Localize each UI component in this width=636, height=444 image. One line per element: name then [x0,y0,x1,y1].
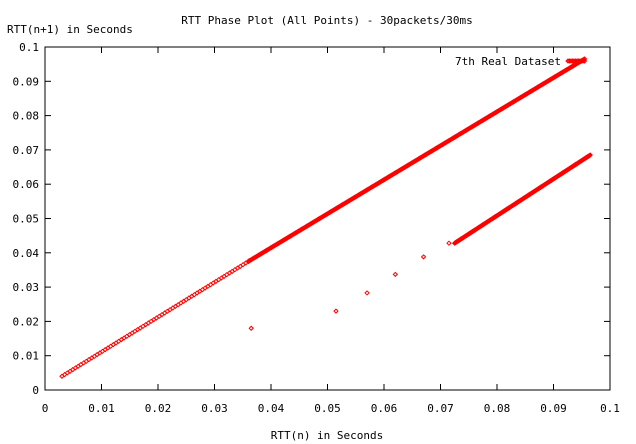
x-tick-label: 0.1 [600,402,620,415]
y-tick-label: 0.01 [13,350,40,363]
data-point [364,290,370,296]
x-tick-label: 0.08 [484,402,511,415]
x-tick-label: 0 [42,402,49,415]
y-tick-label: 0.07 [13,144,40,157]
data-point [581,56,588,62]
x-tick-label: 0.05 [314,402,341,415]
y-tick-label: 0.04 [13,247,40,260]
axis-ticks [44,46,611,391]
x-tick-label: 0.01 [88,402,115,415]
data-point [446,240,452,246]
x-tick-label: 0.07 [427,402,454,415]
y-tick-label: 0.02 [13,315,40,328]
data-point [392,271,399,278]
x-axis-label: RTT(n) in Seconds [271,429,384,442]
y-tick-label: 0.1 [19,41,39,54]
data-point [333,308,339,314]
y-tick-label: 0.03 [13,281,40,294]
data-point [248,325,254,331]
y-tick-label: 0.05 [13,213,40,226]
y-tick-label: 0.06 [13,178,40,191]
data-point [420,254,427,260]
y-tick-label: 0.09 [13,75,40,88]
y-axis-label: RTT(n+1) in Seconds [7,23,133,36]
x-tick-label: 0.03 [201,402,228,415]
x-tick-label: 0.04 [258,402,285,415]
x-tick-label: 0.06 [371,402,398,415]
y-tick-label: 0.08 [13,110,40,123]
y-tick-labels: 0 0.01 0.02 0.03 0.04 0.05 0.06 0.07 0.08 0.09 0.1 [13,41,40,397]
data-points [59,56,593,379]
x-tick-labels: 0 0.01 0.02 0.03 0.04 0.05 0.06 0.07 0.08 0.09 0.1 [42,402,620,415]
x-tick-label: 0.02 [145,402,172,415]
data-point [587,152,593,158]
x-tick-label: 0.09 [540,402,567,415]
chart-title: RTT Phase Plot (All Points) - 30packets/… [181,14,472,27]
plot-frame [44,46,611,391]
legend-label: 7th Real Dataset [455,55,561,68]
y-tick-label: 0 [32,384,39,397]
